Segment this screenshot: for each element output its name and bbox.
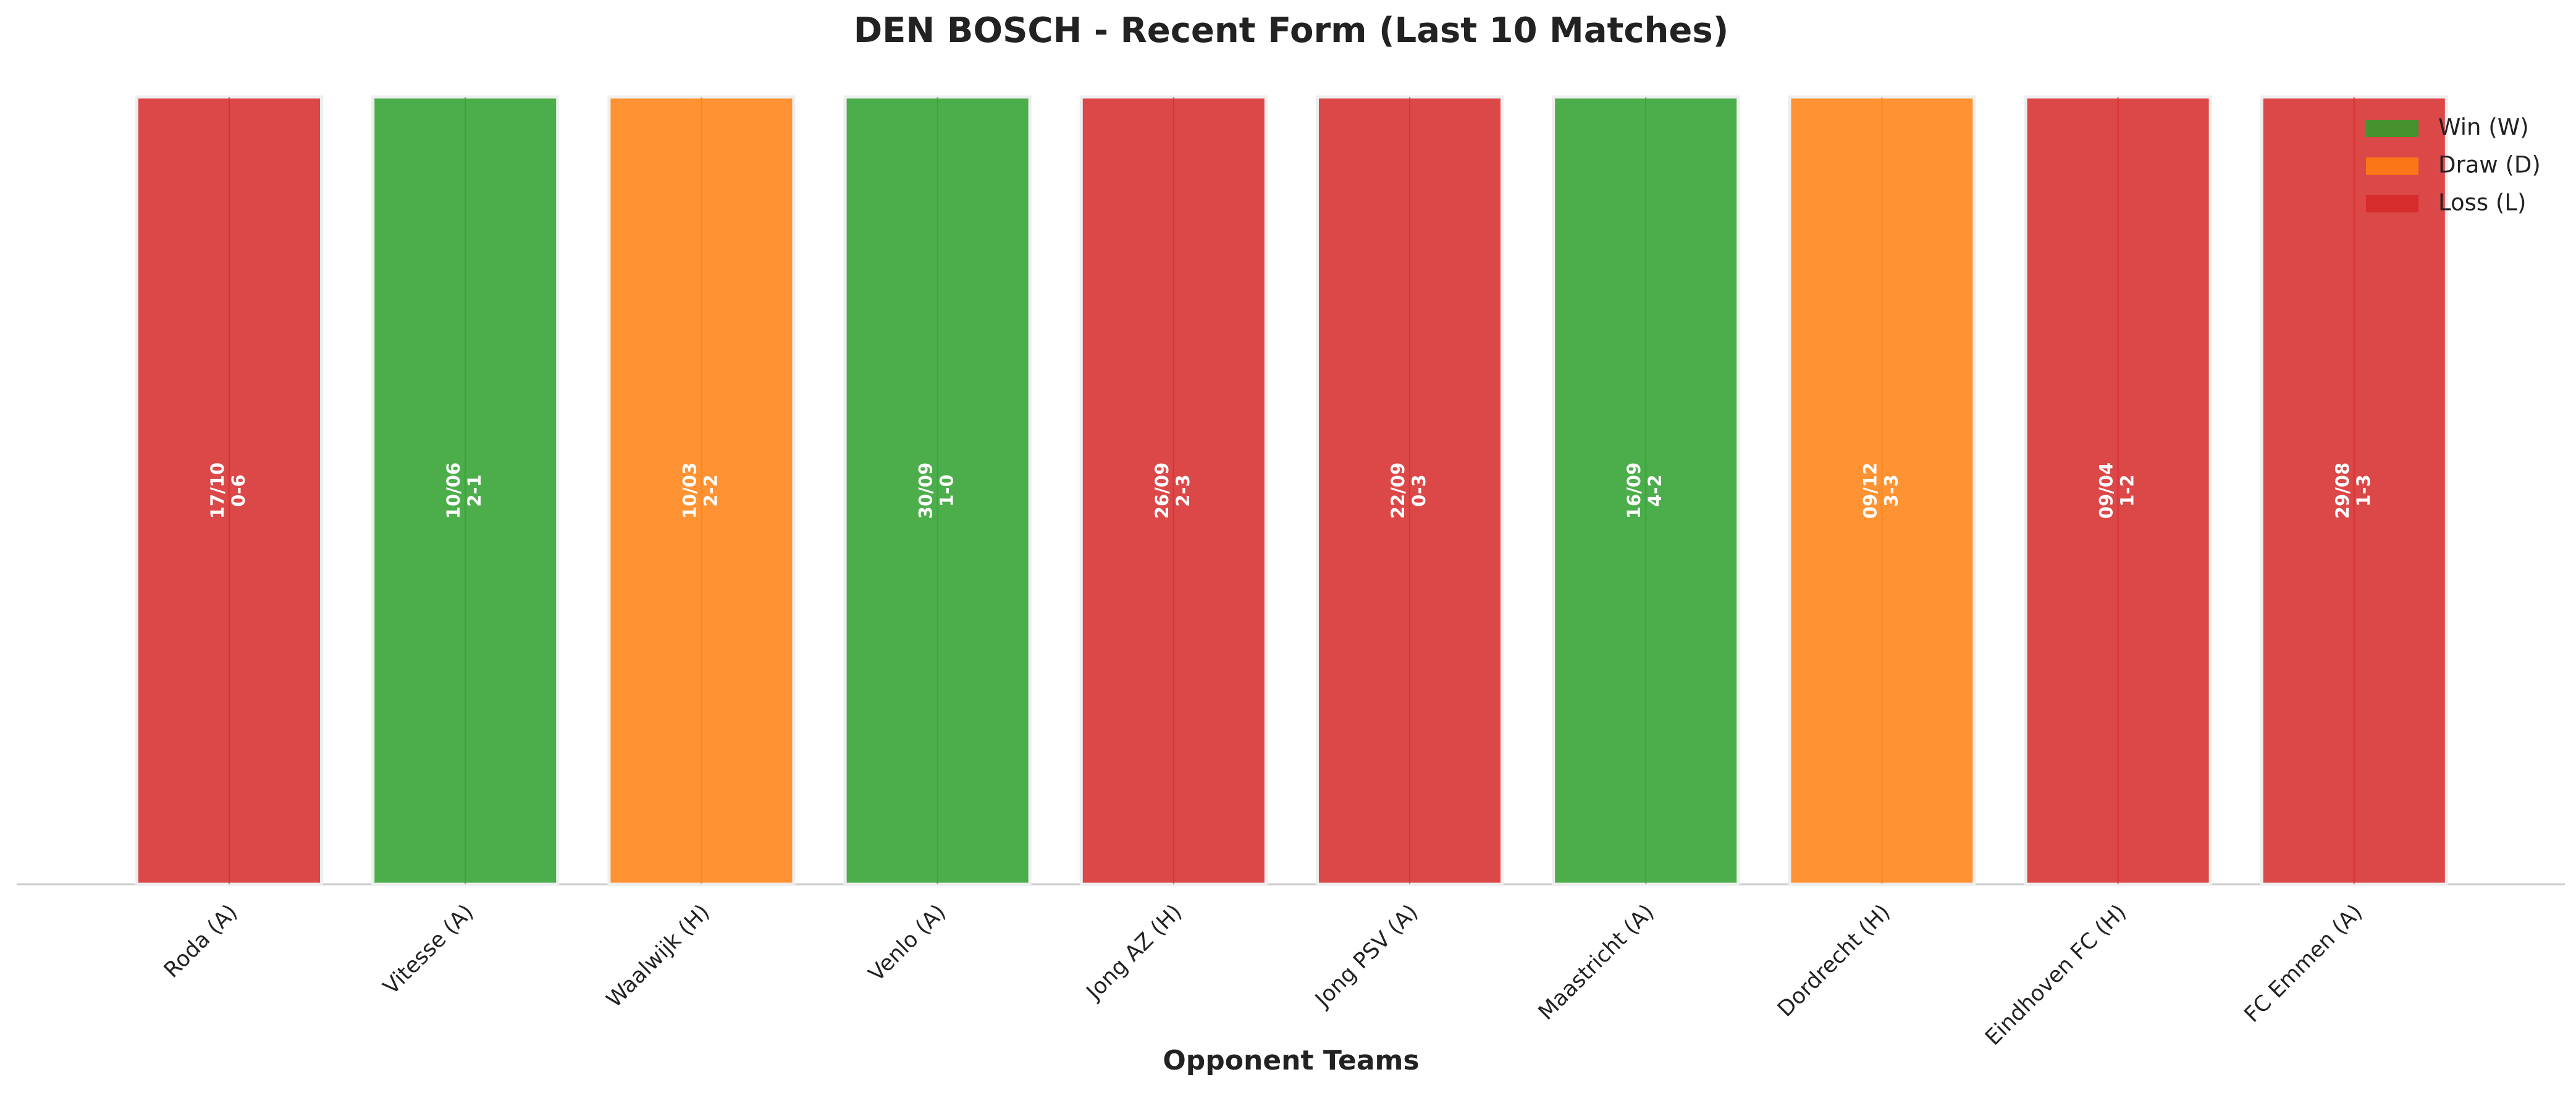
x-axis-label: Opponent Teams	[1163, 1045, 1419, 1076]
legend-swatch	[2366, 120, 2418, 137]
legend-swatch	[2366, 195, 2418, 212]
bar-score-label: 2-3	[1172, 474, 1193, 506]
bar-score-label: 3-3	[1880, 474, 1901, 506]
bar-date-label: 17/10	[207, 463, 228, 519]
bar-date-label: 29/08	[2332, 463, 2353, 519]
bar-date-label: 16/09	[1623, 463, 1644, 519]
bar-score-label: 0-6	[228, 474, 249, 506]
bar-date-label: 26/09	[1151, 463, 1172, 519]
bar-score-label: 1-0	[937, 474, 958, 506]
bar-date-label: 22/09	[1387, 463, 1408, 519]
bar-score-label: 4-2	[1644, 474, 1665, 506]
bar-score-label: 0-3	[1408, 474, 1429, 506]
bar-date-label: 10/06	[443, 463, 464, 519]
legend-label: Draw (D)	[2438, 152, 2541, 178]
bar-score-label: 2-2	[700, 474, 721, 506]
legend-label: Loss (L)	[2438, 190, 2526, 216]
bar-score-label: 1-2	[2117, 474, 2138, 506]
bar-score-label: 1-3	[2353, 474, 2374, 506]
legend-label: Win (W)	[2438, 114, 2529, 141]
bar-date-label: 30/09	[915, 463, 937, 519]
bar-date-label: 09/04	[2096, 463, 2117, 519]
legend-swatch	[2366, 157, 2418, 175]
bar-date-label: 10/03	[679, 463, 700, 519]
bar-date-label: 09/12	[1859, 463, 1880, 519]
chart-title: DEN BOSCH - Recent Form (Last 10 Matches…	[854, 10, 1729, 51]
bar-score-label: 2-1	[464, 474, 485, 506]
